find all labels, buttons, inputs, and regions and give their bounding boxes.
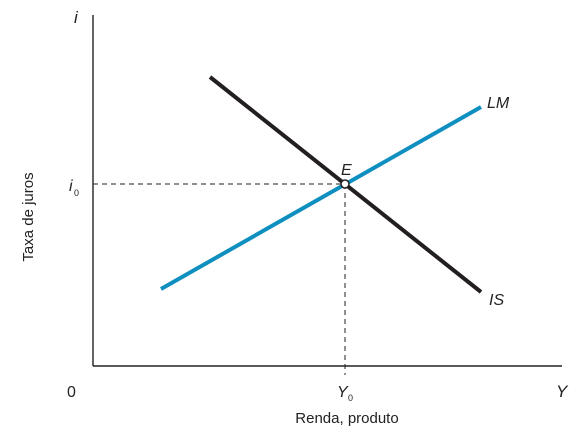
origin-label: 0: [67, 384, 76, 401]
y-axis-symbol: i: [74, 8, 79, 27]
i0-tick-label: i 0: [69, 178, 79, 198]
equilibrium-label: E: [341, 162, 352, 179]
y-axis-title: Taxa de juros: [20, 172, 37, 261]
equilibrium-point: [340, 179, 350, 189]
x-axis-title: Renda, produto: [295, 410, 398, 427]
lm-label: LM: [487, 95, 510, 112]
y0-letter: Y: [337, 384, 349, 401]
lm-curve: [160, 105, 482, 291]
x-axis-symbol: Y: [556, 382, 569, 401]
y0-tick-label: Y 0: [337, 384, 353, 403]
y0-subscript: 0: [348, 393, 353, 403]
i0-letter: i: [69, 178, 73, 195]
is-label: IS: [489, 292, 504, 309]
i0-subscript: 0: [74, 188, 79, 198]
